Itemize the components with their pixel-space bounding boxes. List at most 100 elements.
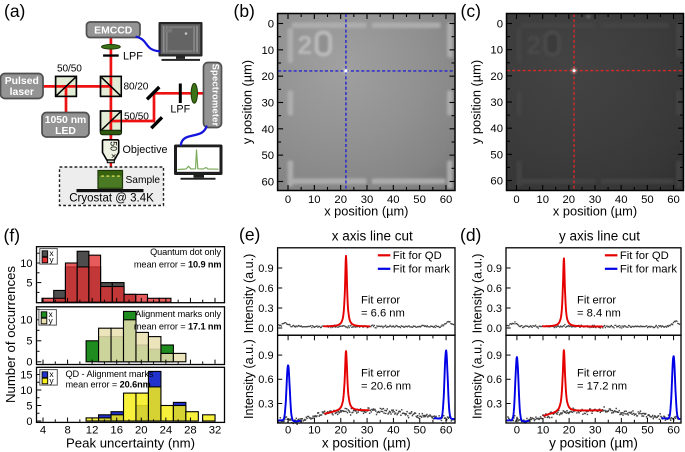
svg-text:laser: laser	[10, 87, 34, 98]
svg-text:30: 30	[361, 194, 374, 206]
svg-text:x: x	[49, 248, 54, 258]
svg-text:80/20: 80/20	[124, 81, 149, 92]
svg-text:= 8.4 nm: = 8.4 nm	[577, 308, 621, 320]
svg-text:5: 5	[26, 277, 32, 289]
svg-text:50: 50	[641, 194, 654, 206]
svg-text:60: 60	[667, 425, 680, 437]
svg-text:Intensity (a.u.): Intensity (a.u.)	[471, 339, 485, 419]
svg-text:10: 10	[308, 425, 321, 437]
svg-text:Fit for QD: Fit for QD	[620, 250, 669, 262]
svg-text:0.3: 0.3	[258, 303, 273, 315]
svg-text:(f): (f)	[4, 226, 21, 246]
svg-text:24: 24	[160, 425, 173, 437]
svg-text:40: 40	[262, 124, 275, 136]
svg-text:40: 40	[387, 425, 400, 437]
svg-text:32: 32	[209, 425, 222, 437]
svg-text:LED: LED	[55, 126, 76, 137]
svg-text:= 20.6 nm: = 20.6 nm	[361, 381, 411, 393]
svg-text:0: 0	[268, 19, 274, 31]
svg-text:0: 0	[513, 194, 519, 206]
svg-text:LPF: LPF	[170, 104, 190, 116]
svg-text:Fit error: Fit error	[577, 368, 616, 380]
svg-text:y position (µm): y position (µm)	[549, 436, 638, 451]
svg-text:2: 2	[298, 30, 312, 60]
svg-text:40: 40	[615, 425, 628, 437]
svg-text:Number of occurrences: Number of occurrences	[3, 266, 18, 403]
svg-text:Fit error: Fit error	[577, 295, 616, 307]
svg-text:10: 10	[20, 385, 32, 397]
svg-text:mean error = 17.1 nm: mean error = 17.1 nm	[134, 322, 222, 332]
svg-text:Alignment marks only: Alignment marks only	[135, 309, 221, 319]
svg-text:x: x	[49, 369, 54, 379]
svg-text:10: 10	[20, 258, 32, 270]
svg-text:5: 5	[26, 336, 32, 348]
svg-text:40: 40	[615, 194, 628, 206]
svg-text:60: 60	[667, 194, 680, 206]
svg-text:12: 12	[86, 425, 99, 437]
svg-text:40: 40	[490, 123, 503, 135]
svg-text:= 17.2 nm: = 17.2 nm	[577, 381, 627, 393]
svg-text:x axis line cut: x axis line cut	[332, 229, 413, 244]
svg-text:Intensity (a.u.): Intensity (a.u.)	[471, 254, 485, 334]
svg-text:Objective: Objective	[123, 144, 168, 156]
svg-text:Fit for QD: Fit for QD	[393, 250, 442, 262]
svg-text:Fit for mark: Fit for mark	[393, 264, 450, 276]
svg-text:Sample: Sample	[126, 175, 161, 186]
svg-text:EMCCD: EMCCD	[94, 25, 133, 36]
svg-text:50: 50	[641, 425, 654, 437]
svg-text:60: 60	[262, 177, 275, 189]
svg-text:0: 0	[285, 425, 291, 437]
svg-text:0.0: 0.0	[258, 323, 273, 335]
svg-text:60: 60	[440, 194, 453, 206]
svg-text:QD - Alignment marks: QD - Alignment marks	[66, 369, 154, 379]
svg-text:60: 60	[490, 176, 503, 188]
svg-text:30: 30	[262, 98, 275, 110]
svg-text:x position (µm): x position (µm)	[553, 203, 637, 218]
svg-text:y position (µm): y position (µm)	[469, 60, 484, 144]
svg-text:30: 30	[490, 97, 503, 109]
svg-text:0.9: 0.9	[487, 263, 502, 275]
svg-text:(d): (d)	[460, 225, 481, 245]
svg-text:y: y	[49, 254, 54, 264]
svg-text:(c): (c)	[461, 1, 481, 21]
svg-text:Pulsed: Pulsed	[5, 76, 39, 87]
svg-text:30: 30	[361, 425, 374, 437]
svg-text:y: y	[49, 315, 54, 325]
svg-text:8: 8	[64, 425, 70, 437]
svg-text:Fit error: Fit error	[361, 368, 400, 380]
svg-text:0: 0	[26, 357, 32, 369]
svg-text:0.0: 0.0	[487, 323, 502, 335]
svg-text:(a): (a)	[4, 1, 25, 21]
svg-text:0: 0	[497, 19, 503, 31]
svg-text:0: 0	[514, 425, 520, 437]
svg-text:Intensity (a.u.): Intensity (a.u.)	[242, 339, 256, 419]
svg-text:20: 20	[262, 71, 275, 83]
svg-text:x position (µm): x position (µm)	[322, 436, 411, 451]
svg-text:0.3: 0.3	[487, 303, 502, 315]
svg-text:Spectrometer: Spectrometer	[211, 64, 222, 127]
svg-text:0: 0	[285, 194, 291, 206]
svg-text:10: 10	[20, 315, 32, 327]
svg-text:30: 30	[589, 194, 602, 206]
svg-text:60: 60	[440, 425, 453, 437]
svg-text:50: 50	[262, 150, 275, 162]
svg-text:30: 30	[589, 425, 602, 437]
svg-text:y axis line cut: y axis line cut	[559, 229, 640, 244]
svg-text:0.6: 0.6	[258, 283, 273, 295]
svg-text:20: 20	[563, 425, 576, 437]
svg-text:20: 20	[334, 194, 347, 206]
svg-text:20: 20	[335, 425, 348, 437]
svg-text:0: 0	[26, 416, 32, 428]
svg-text:(e): (e)	[239, 225, 260, 245]
svg-text:4: 4	[40, 425, 46, 437]
svg-text:50/50: 50/50	[124, 111, 149, 122]
svg-text:x: x	[49, 309, 54, 319]
svg-text:0.6: 0.6	[487, 374, 502, 386]
svg-text:16: 16	[110, 425, 123, 437]
svg-text:0.3: 0.3	[487, 398, 502, 410]
svg-text:50: 50	[414, 425, 427, 437]
svg-text:10: 10	[490, 45, 503, 57]
svg-text:20: 20	[563, 194, 576, 206]
svg-text:20: 20	[135, 425, 148, 437]
svg-text:10: 10	[537, 425, 550, 437]
